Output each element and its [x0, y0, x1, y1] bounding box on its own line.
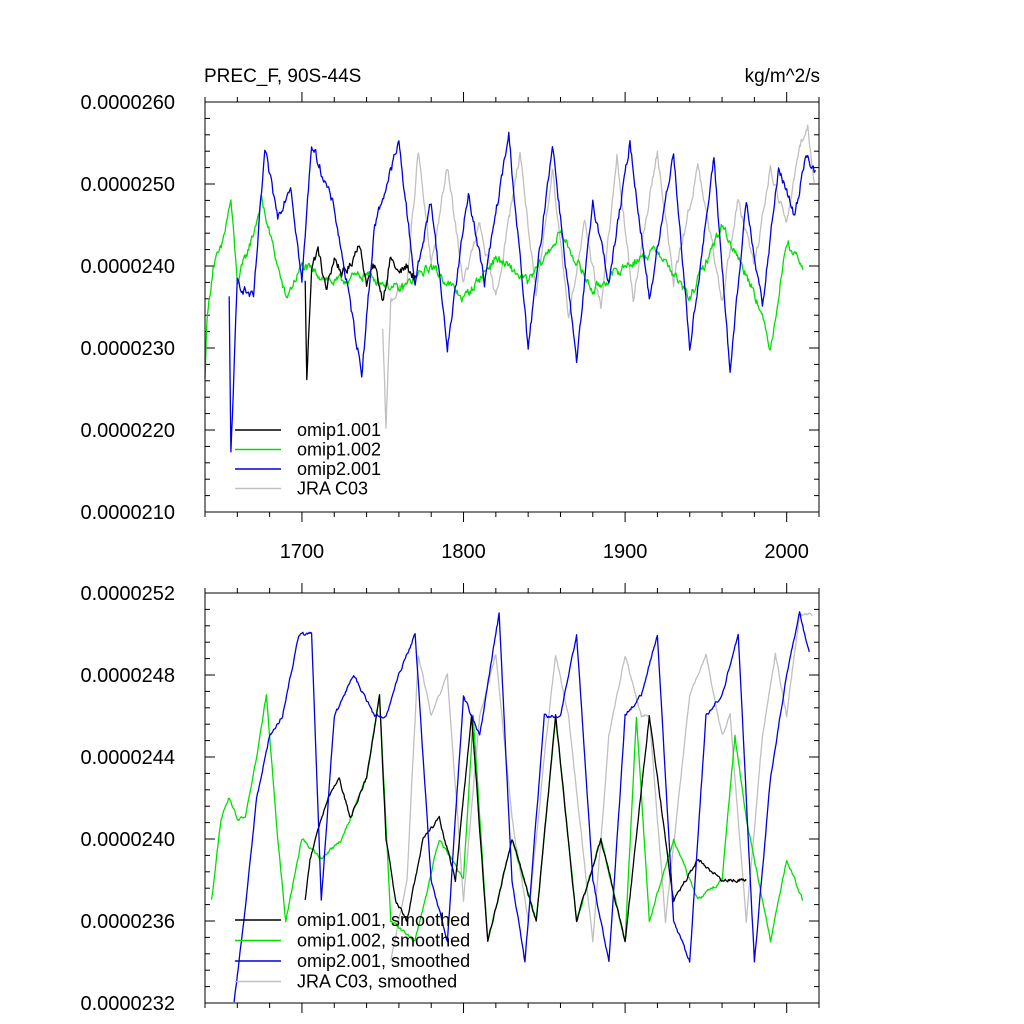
y-tick-label: 0.0000248: [80, 665, 175, 687]
y-tick-label: 0.0000240: [80, 256, 175, 278]
x-tick-label: 1700: [280, 541, 325, 563]
top-axis-ticks: 0.0000210 0.0000220 0.0000230 0.0000240 0.00…: [80, 92, 820, 563]
x-tick-label: 1900: [603, 541, 648, 563]
legend-label: omip1.002, smoothed: [297, 931, 470, 951]
y-tick-label: 0.0000250: [80, 174, 175, 196]
y-tick-label: 0.0000220: [80, 420, 175, 442]
y-tick-label: 0.0000210: [80, 502, 175, 524]
bottom-axis-ticks: 0.0000232 0.0000236 0.0000240 0.0000244 0.00…: [80, 583, 820, 1015]
y-tick-label: 0.0000236: [80, 911, 175, 933]
top-panel-title: PREC_F, 90S-44S: [204, 66, 361, 87]
top-plot-frame: [204, 101, 820, 513]
y-tick-label: 0.0000252: [80, 583, 175, 605]
x-tick-label: 2000: [764, 541, 809, 563]
legend-label: omip1.001: [297, 420, 381, 440]
legend-label: omip2.001: [297, 459, 381, 479]
series-line-omip1-001: [304, 245, 418, 381]
bottom-plot-frame: [204, 592, 820, 1004]
top-panel: PREC_F, 90S-44S kg/m^2/s 0.00002100.0000…: [80, 66, 820, 563]
legend-label: omip1.002: [297, 440, 381, 460]
y-tick-label: 0.0000244: [80, 747, 175, 769]
legend-label: omip1.001, smoothed: [297, 910, 470, 930]
series-line-jra-c03-smoothed: [390, 612, 813, 962]
y-tick-label: 0.0000240: [80, 829, 175, 851]
series-line-omip2-001: [228, 131, 817, 453]
series-line-omip1-002-smoothed: [210, 694, 804, 943]
x-tick-label: 1800: [441, 541, 486, 563]
top-panel-units: kg/m^2/s: [745, 66, 820, 87]
series-line-omip1-002: [204, 195, 804, 379]
y-tick-label: 0.0000232: [80, 993, 175, 1015]
bottom-panel: 0.0000232 0.0000236 0.0000240 0.0000244 0.00…: [80, 583, 820, 1015]
y-tick-label: 0.0000260: [80, 92, 175, 114]
legend-label: omip2.001, smoothed: [297, 951, 470, 971]
series-line-omip2-001-smoothed: [233, 611, 810, 1003]
y-tick-label: 0.0000230: [80, 338, 175, 360]
series-line-jra-c03: [382, 124, 815, 429]
legend-label: JRA C03, smoothed: [297, 972, 457, 992]
top-series-layer: [204, 124, 817, 453]
legend-label: JRA C03: [297, 479, 368, 499]
bottom-series-layer: [210, 611, 813, 1003]
